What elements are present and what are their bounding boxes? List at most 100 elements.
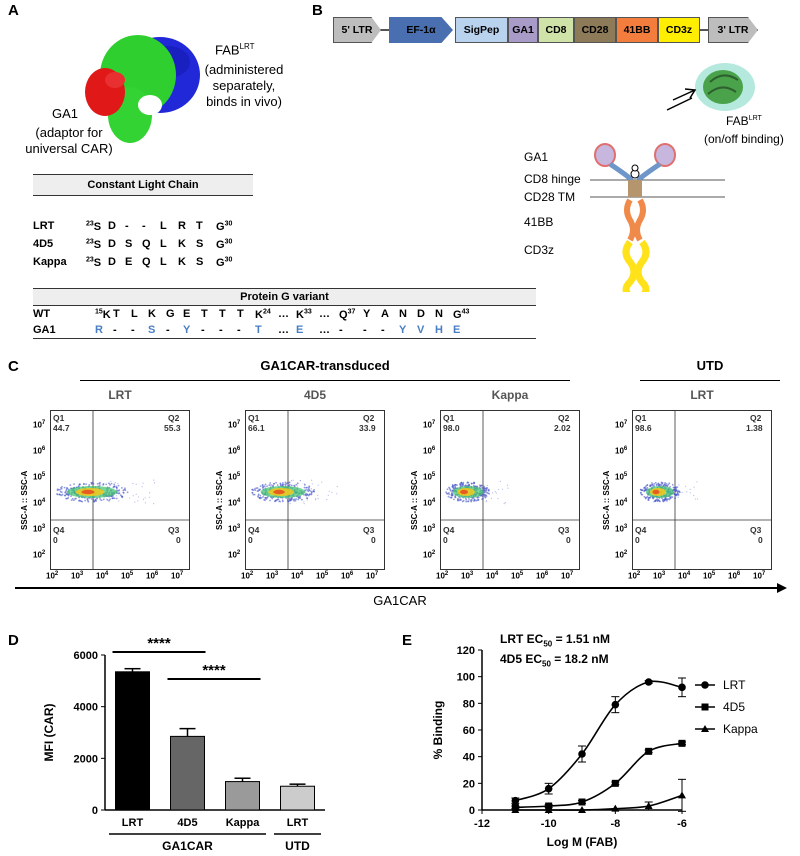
x-tick-label: 103: [71, 571, 84, 581]
y-tick-label: 120: [457, 645, 475, 657]
pg-residue: Y: [183, 324, 191, 336]
y-tick-label: 104: [228, 498, 241, 508]
ga1car-axis-label: GA1CAR: [373, 593, 427, 608]
series-line-lrt: [515, 680, 683, 802]
x-tick-label: 103: [653, 571, 666, 581]
clc-residue: 23S: [86, 220, 102, 233]
y-tick-label: 107: [615, 420, 628, 430]
ga1car-axis-arrow: [15, 583, 787, 593]
pg-residue: T: [237, 308, 244, 320]
clc-residue: S: [196, 238, 204, 250]
y-tick-label: 60: [463, 725, 475, 737]
significance-label: ****: [202, 662, 226, 679]
pg-residue: V: [417, 324, 425, 336]
x-tick-label: 106: [146, 571, 159, 581]
y-axis-label: SSC-A :: SSC-A: [215, 470, 224, 530]
x-tick-label: 105: [703, 571, 716, 581]
q2-label: Q2: [363, 413, 375, 423]
pg-header: Protein G variant: [33, 288, 536, 306]
y-tick-label: 102: [228, 550, 241, 560]
data-point: [511, 796, 520, 805]
pg-residue: Q37: [339, 308, 356, 321]
data-point: [678, 791, 686, 799]
y-tick-label: 104: [33, 498, 46, 508]
category-label: 4D5: [177, 817, 197, 829]
q1-value: 98.6: [635, 423, 652, 433]
cassette-sigpep: SigPep: [455, 17, 508, 43]
pg-residue: N: [399, 308, 407, 320]
data-point: [511, 806, 520, 813]
group-transduced-label: GA1CAR-transduced: [260, 358, 390, 373]
pg-residue: Y: [399, 324, 407, 336]
y-tick-label: 6000: [74, 650, 98, 662]
clc-residue: D: [108, 220, 116, 232]
data-point: [578, 806, 586, 813]
q3-value: 0: [758, 535, 763, 545]
clc-row-name: LRT: [33, 220, 55, 232]
clc-residue: T: [196, 220, 203, 232]
clc-residue: K: [178, 238, 186, 250]
error-bar: [289, 783, 306, 787]
clc-residue: G30: [216, 220, 233, 233]
y-axis-label: MFI (CAR): [42, 704, 56, 762]
x-tick-label: 106: [536, 571, 549, 581]
pg-residue: G: [166, 308, 175, 320]
q1-label: Q1: [53, 413, 65, 423]
pg-residue: K24: [255, 308, 271, 321]
pg-row-name: WT: [33, 308, 51, 320]
pg-residue: S: [148, 324, 156, 336]
group-utd-label: UTD: [696, 358, 724, 373]
x-tick-label: -10: [541, 818, 557, 830]
y-axis-label: SSC-A :: SSC-A: [20, 470, 29, 530]
x-tick-label: 107: [171, 571, 184, 581]
x-tick-label: 105: [121, 571, 134, 581]
domain-cd28-tm: CD28 TM: [524, 190, 576, 204]
group-transduced-rule: [80, 380, 570, 381]
flow-plot-title: 4D5: [303, 388, 326, 402]
x-tick-label: 106: [728, 571, 741, 581]
x-tick-label: -6: [677, 818, 687, 830]
pg-bottom-rule: [33, 338, 536, 339]
car-schematic: [590, 63, 755, 292]
pg-residue: T: [113, 308, 120, 320]
cassette-ga1: GA1: [508, 17, 538, 43]
ga1-label: GA1: [52, 106, 79, 121]
cassette-3ltr: 3' LTR: [708, 17, 758, 43]
panel-b-letter: B: [312, 2, 323, 19]
pg-residue: -: [363, 324, 367, 336]
y-tick-label: 106: [615, 446, 628, 456]
group-label: GA1CAR: [162, 839, 213, 853]
y-tick-label: 106: [33, 446, 46, 456]
pg-residue: -: [166, 324, 170, 336]
pg-residue: L: [131, 308, 138, 320]
x-tick-label: 106: [341, 571, 354, 581]
binding-curve-chart: 0 20 40 60 80 100 120 -12 -10 -8 -6 Log M (FAB) % Bi…: [431, 645, 758, 849]
q3-value: 0: [176, 535, 181, 545]
y-tick-label: 105: [33, 472, 46, 482]
pg-residue: …: [278, 324, 289, 336]
pg-residue: Y: [363, 308, 371, 320]
q2-label: Q2: [750, 413, 762, 423]
x-tick-label: 104: [678, 571, 691, 581]
pg-residue: -: [131, 324, 135, 336]
q4-label: Q4: [635, 525, 647, 535]
x-tick-label: 104: [96, 571, 109, 581]
group-label: UTD: [285, 839, 310, 853]
clc-row-name: Kappa: [33, 256, 67, 268]
q2-label: Q2: [168, 413, 180, 423]
data-point: [544, 806, 553, 813]
clc-residue: Q: [142, 256, 151, 268]
q1-label: Q1: [248, 413, 260, 423]
protein-structure-image: [85, 35, 200, 143]
category-label: Kappa: [226, 817, 261, 829]
data-point: [544, 784, 553, 793]
cassette-link: [700, 29, 708, 31]
q4-label: Q4: [443, 525, 455, 535]
data-point: [545, 802, 553, 810]
q3-value: 0: [371, 535, 376, 545]
cassette-ef1a: EF-1α: [389, 17, 453, 43]
pg-residue: T: [219, 308, 226, 320]
fab-label: FABLRT: [215, 42, 255, 58]
clc-residue: R: [178, 220, 186, 232]
svg-text:LRT: LRT: [723, 678, 746, 692]
